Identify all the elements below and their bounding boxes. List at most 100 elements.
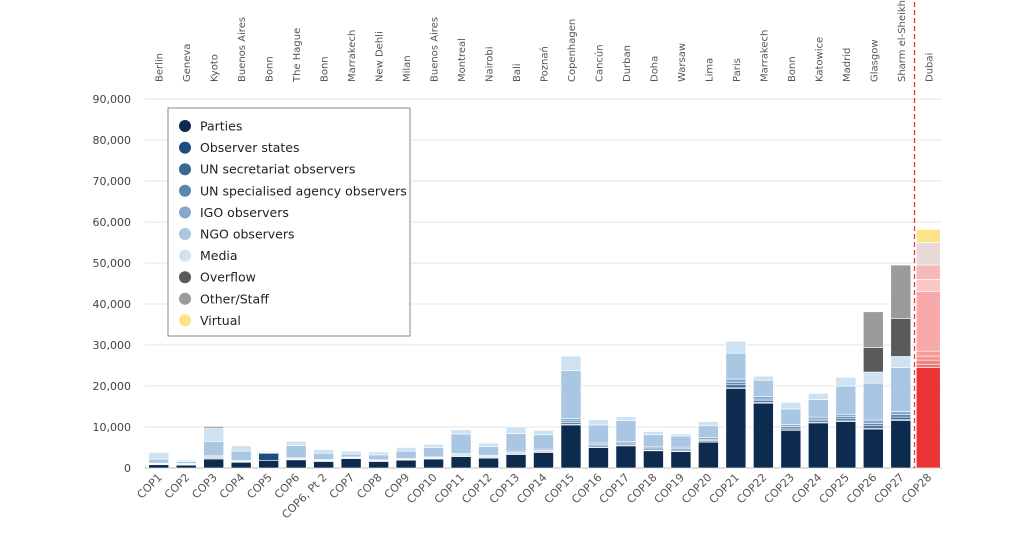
- bar-segment-cop17-parties: [615, 445, 637, 469]
- bar-segment-cop28-parties: [915, 367, 941, 469]
- bar-segment-cop25-parties: [835, 421, 857, 469]
- bar-segment-cop1-media: [148, 452, 170, 460]
- bar-segment-cop28-un-specialised-agency-observers: [915, 355, 941, 361]
- bar-segment-cop8-parties: [368, 461, 389, 469]
- bar-segment-cop16-parties: [588, 447, 609, 469]
- legend-box: [167, 107, 411, 337]
- city-label: Geneva: [182, 44, 193, 82]
- bar-segment-cop19-media: [670, 433, 692, 437]
- bar-segment-cop12-parties: [478, 457, 499, 469]
- bar-segment-cop28-media: [915, 279, 941, 292]
- city-label: Buenos Aires: [237, 17, 248, 82]
- city-label: Nairobi: [485, 46, 496, 82]
- city-label: Marrakech: [347, 30, 358, 82]
- bar-segment-cop17-media: [615, 416, 637, 421]
- legend-label: UN secretariat observers: [200, 162, 355, 177]
- legend-label: Other/Staff: [200, 291, 269, 306]
- legend-swatch: [179, 249, 191, 262]
- legend-label: Overflow: [200, 270, 256, 285]
- bar-segment-cop28-ngo-observers: [915, 290, 941, 352]
- city-label: Glasgow: [869, 39, 880, 82]
- bar-segment-cop18-parties: [643, 450, 664, 469]
- bar-segment-cop22-parties: [753, 402, 774, 469]
- bar-segment-cop20-parties: [698, 441, 719, 469]
- x-category-label: COP1: [134, 471, 164, 501]
- city-label: Doha: [649, 56, 660, 82]
- x-category-label: COP7: [327, 471, 357, 501]
- legend-label: Virtual: [200, 313, 241, 328]
- bar-segment-cop11-media: [450, 429, 472, 435]
- bar-segment-cop17-ngo-observers: [615, 420, 637, 442]
- bar-segment-cop2-media: [175, 459, 197, 462]
- y-tick-label: 90,000: [93, 93, 132, 106]
- bar-segment-cop6-pt-2-media: [313, 449, 334, 454]
- y-tick-label: 30,000: [93, 339, 132, 352]
- legend-swatch: [179, 314, 191, 327]
- bar-segment-cop6-pt-2-parties: [313, 461, 334, 469]
- bar-segment-cop21-parties: [725, 388, 747, 469]
- bar-segment-cop23-parties: [780, 429, 802, 469]
- bar-segment-cop15-parties: [560, 424, 582, 469]
- bar-segment-cop4-media: [230, 446, 252, 452]
- bar-segment-cop11-parties: [450, 456, 472, 469]
- legend-swatch: [179, 163, 191, 176]
- city-label: Katowice: [814, 37, 825, 82]
- legend-label: UN specialised agency observers: [200, 183, 407, 198]
- bar-segment-cop6-ngo-observers: [285, 445, 307, 459]
- bar-segment-cop26-igo-observers: [862, 419, 884, 424]
- bar-segment-cop18-ngo-observers: [643, 434, 664, 447]
- city-label: Paris: [732, 58, 743, 82]
- bar-segment-cop24-igo-observers: [808, 416, 829, 420]
- y-tick-label: 10,000: [93, 421, 132, 434]
- bar-segment-cop8-media: [368, 451, 389, 456]
- bar-segment-cop28-igo-observers: [915, 350, 941, 357]
- bar-segment-cop21-un-specialised-agency-observers: [725, 382, 747, 386]
- city-label: Kyoto: [210, 54, 221, 82]
- bar-segment-cop27-un-specialised-agency-observers: [890, 414, 912, 418]
- bar-segment-cop26-overflow: [862, 347, 884, 373]
- bar-segment-cop25-ngo-observers: [835, 385, 857, 415]
- city-label: Marrakech: [759, 30, 770, 82]
- y-tick-label: 70,000: [93, 175, 132, 188]
- bar-segment-cop13-parties: [505, 454, 527, 469]
- legend-swatch: [179, 271, 191, 284]
- bar-segment-cop27-ngo-observers: [890, 367, 912, 412]
- bar-segment-cop21-ngo-observers: [725, 352, 747, 380]
- x-category-label: COP3: [189, 471, 219, 501]
- bar-segment-cop16-media: [588, 419, 609, 426]
- legend-swatch: [179, 184, 191, 197]
- legend-label: Media: [200, 248, 238, 263]
- bar-segment-cop26-other-staff: [862, 311, 884, 348]
- legend: Parties Observer states UN secretariat obs…: [167, 107, 411, 337]
- bar-segment-cop27-igo-observers: [890, 411, 912, 416]
- bar-segment-cop15-igo-observers: [560, 418, 582, 422]
- legend-swatch: [179, 206, 191, 219]
- city-label: Sharm el-Sheikh: [897, 0, 908, 82]
- bar-segment-cop14-parties: [533, 452, 554, 469]
- city-label: The Hague: [292, 28, 303, 83]
- city-label: Durban: [622, 45, 633, 82]
- bar-segment-cop27-parties: [890, 420, 912, 469]
- bar-segment-cop19-parties: [670, 451, 692, 469]
- bar-segment-cop27-media: [890, 356, 912, 368]
- x-category-label: COP5: [244, 471, 274, 501]
- bar-segment-cop9-media: [395, 447, 417, 452]
- bar-segment-cop18-media: [643, 431, 664, 436]
- bar-segment-cop5-observer-states: [258, 452, 279, 461]
- x-category-label: COP8: [354, 471, 384, 501]
- bar-segment-cop16-ngo-observers: [588, 424, 609, 444]
- bar-segment-cop14-media: [533, 429, 554, 436]
- bar-segment-cop5-parties: [258, 460, 279, 469]
- bar-segment-cop3-ngo-observers: [203, 441, 225, 456]
- y-tick-label: 50,000: [93, 257, 132, 270]
- city-label: Madrid: [842, 48, 853, 82]
- bar-segment-cop3-parties: [203, 458, 225, 469]
- city-label: Bonn: [265, 56, 276, 82]
- bar-segment-cop7-ngo-observers: [340, 453, 362, 458]
- city-label: Poznań: [539, 46, 551, 82]
- legend-swatch: [179, 292, 191, 305]
- bar-segment-cop3-other-staff: [203, 425, 225, 427]
- y-tick-label: 0: [124, 462, 131, 475]
- bar-segment-cop21-igo-observers: [725, 378, 747, 383]
- bar-segment-cop25-igo-observers: [835, 413, 857, 418]
